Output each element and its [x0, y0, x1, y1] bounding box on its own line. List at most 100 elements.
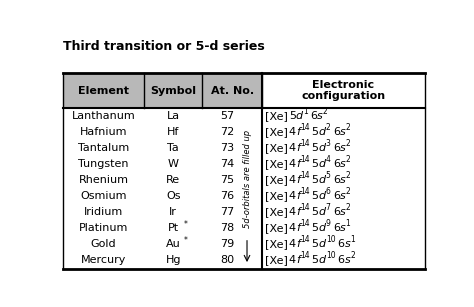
- Text: 4: 4: [289, 239, 296, 249]
- Text: 57: 57: [220, 111, 234, 121]
- Text: 10: 10: [326, 235, 336, 244]
- Text: *: *: [184, 220, 188, 229]
- Text: 2: 2: [346, 139, 350, 148]
- Text: 14: 14: [300, 219, 310, 228]
- Text: Hafnium: Hafnium: [80, 127, 128, 137]
- Text: 5: 5: [312, 159, 319, 169]
- Text: Lanthanum: Lanthanum: [72, 111, 136, 121]
- Text: [Xe]: [Xe]: [265, 255, 288, 266]
- Text: 14: 14: [300, 251, 310, 260]
- Text: [Xe]: [Xe]: [265, 143, 288, 153]
- Text: 10: 10: [326, 251, 336, 260]
- Text: 2: 2: [346, 187, 350, 196]
- Text: d: d: [319, 207, 326, 217]
- Text: [Xe]: [Xe]: [265, 207, 288, 217]
- Text: 4: 4: [289, 127, 296, 137]
- Text: s: s: [340, 143, 346, 153]
- Text: 6: 6: [333, 175, 340, 185]
- Text: 1: 1: [346, 219, 350, 228]
- Text: f: f: [296, 127, 300, 137]
- Text: 14: 14: [300, 139, 310, 148]
- Text: s: s: [340, 127, 346, 137]
- Text: f: f: [296, 175, 300, 185]
- Text: 1: 1: [350, 235, 355, 244]
- Text: 14: 14: [300, 155, 310, 164]
- Text: W: W: [168, 159, 179, 169]
- Text: d: d: [319, 191, 326, 201]
- Text: 6: 6: [337, 239, 345, 249]
- Text: 2: 2: [323, 107, 328, 116]
- Text: 2: 2: [346, 155, 350, 164]
- Text: 9: 9: [326, 219, 331, 228]
- Text: 80: 80: [220, 255, 234, 266]
- Text: 6: 6: [333, 207, 340, 217]
- Text: 4: 4: [289, 159, 296, 169]
- Text: 5: 5: [312, 255, 319, 266]
- Text: Au: Au: [166, 239, 181, 249]
- Text: Osmium: Osmium: [81, 191, 127, 201]
- Text: At. No.: At. No.: [210, 86, 254, 95]
- Text: 6: 6: [326, 187, 331, 196]
- Text: [Xe]: [Xe]: [265, 239, 288, 249]
- Text: d: d: [319, 255, 326, 266]
- Text: s: s: [345, 255, 350, 266]
- Text: [Xe]: [Xe]: [265, 127, 288, 137]
- Text: 2: 2: [346, 123, 350, 132]
- Text: 6: 6: [333, 223, 340, 233]
- Text: f: f: [296, 223, 300, 233]
- Text: Ir: Ir: [169, 207, 177, 217]
- Text: 14: 14: [300, 123, 310, 132]
- Text: f: f: [296, 159, 300, 169]
- Text: 6: 6: [310, 111, 317, 121]
- Text: La: La: [167, 111, 180, 121]
- Text: Tantalum: Tantalum: [78, 143, 129, 153]
- Text: Third transition or 5-d series: Third transition or 5-d series: [63, 41, 264, 53]
- Text: 2: 2: [346, 203, 350, 212]
- Text: 5: 5: [289, 111, 296, 121]
- Text: s: s: [340, 223, 346, 233]
- Text: 5: 5: [312, 239, 319, 249]
- Text: 4: 4: [289, 255, 296, 266]
- Text: 4: 4: [289, 143, 296, 153]
- Text: 3: 3: [326, 139, 331, 148]
- Text: f: f: [296, 239, 300, 249]
- Text: 6: 6: [333, 143, 340, 153]
- Text: d: d: [319, 159, 326, 169]
- Text: 2: 2: [326, 123, 330, 132]
- Text: 14: 14: [300, 187, 310, 196]
- Text: 4: 4: [326, 155, 331, 164]
- Text: 73: 73: [220, 143, 234, 153]
- Text: 5: 5: [326, 171, 331, 180]
- Text: Ta: Ta: [167, 143, 179, 153]
- Text: 6: 6: [337, 255, 345, 266]
- Text: Re: Re: [166, 175, 180, 185]
- Text: 14: 14: [300, 203, 310, 212]
- Text: Os: Os: [166, 191, 181, 201]
- Text: 74: 74: [220, 159, 235, 169]
- Text: 5: 5: [312, 127, 319, 137]
- Text: [Xe]: [Xe]: [265, 191, 288, 201]
- Text: 5: 5: [312, 207, 319, 217]
- Text: 79: 79: [220, 239, 235, 249]
- Text: 75: 75: [220, 175, 234, 185]
- Text: 5: 5: [312, 223, 319, 233]
- Text: 7: 7: [326, 203, 331, 212]
- Text: Symbol: Symbol: [150, 86, 196, 95]
- Text: d: d: [319, 127, 326, 137]
- Text: 4: 4: [289, 191, 296, 201]
- Text: Iridium: Iridium: [84, 207, 123, 217]
- Text: d: d: [319, 239, 326, 249]
- Text: 6: 6: [333, 127, 340, 137]
- Text: d: d: [319, 223, 326, 233]
- Text: 14: 14: [300, 171, 310, 180]
- Text: 6: 6: [333, 191, 340, 201]
- Text: 14: 14: [300, 235, 310, 244]
- Text: 4: 4: [289, 223, 296, 233]
- Text: Mercury: Mercury: [81, 255, 126, 266]
- Text: 1: 1: [303, 107, 308, 116]
- Text: 5: 5: [312, 175, 319, 185]
- Text: s: s: [317, 111, 323, 121]
- Text: 5: 5: [312, 143, 319, 153]
- Text: 4: 4: [289, 175, 296, 185]
- Text: [Xe]: [Xe]: [265, 159, 288, 169]
